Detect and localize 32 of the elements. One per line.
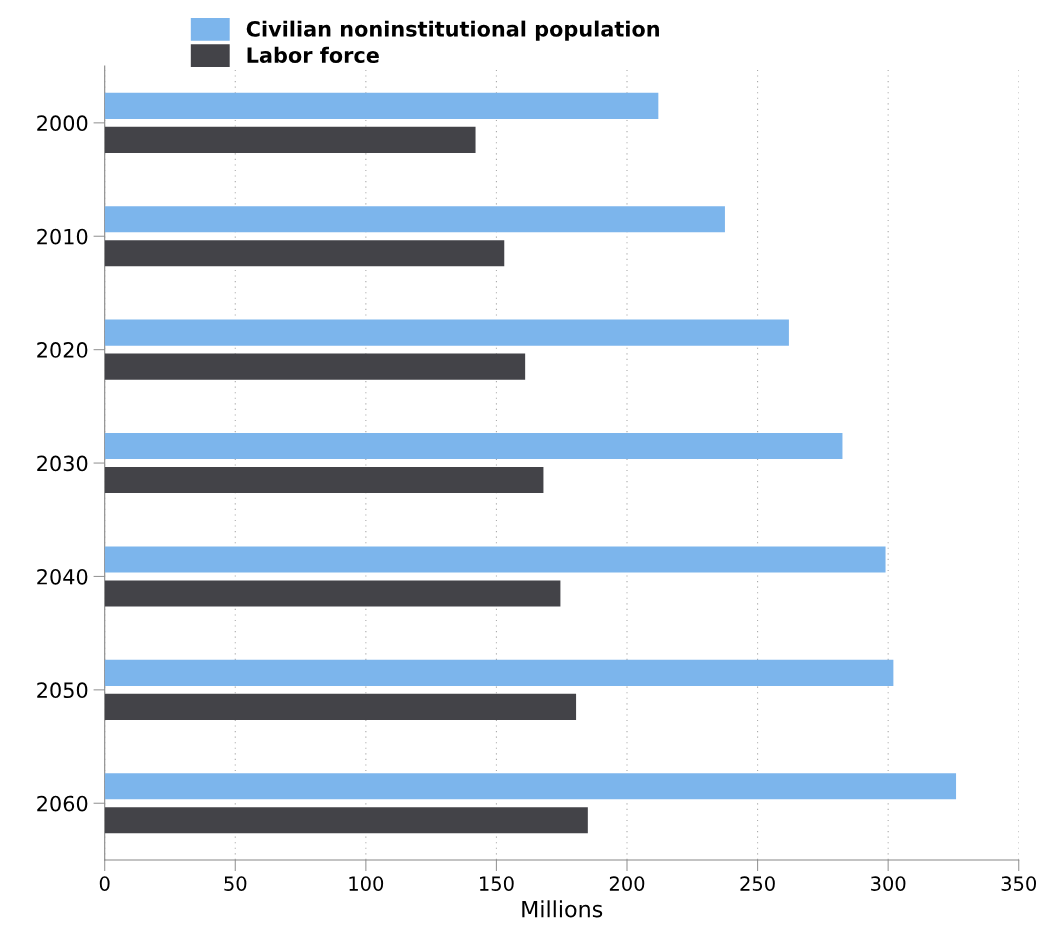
x-tick-label: 100 (349, 876, 384, 891)
y-tick-label: 2000 (37, 115, 88, 132)
bar (104, 773, 957, 800)
bar (104, 206, 725, 233)
y-tick-label: 2050 (37, 682, 88, 699)
y-tick-label: 2010 (37, 228, 88, 245)
x-axis-title: Millions (522, 900, 603, 918)
y-tick-label: 2020 (37, 342, 88, 358)
x-tick-label: 300 (871, 876, 906, 891)
bar (104, 240, 505, 267)
y-tick-label: 2030 (37, 455, 88, 472)
bar (104, 546, 886, 573)
bar (104, 353, 526, 380)
x-tick-label: 250 (740, 876, 775, 891)
x-tick-label: 350 (1001, 876, 1036, 891)
bar (104, 433, 843, 460)
bar (104, 467, 544, 494)
bar (104, 319, 789, 346)
legend-label: Civilian noninstitutional population (246, 20, 659, 41)
bar (104, 126, 476, 153)
x-tick-label: 50 (224, 876, 247, 891)
bar (104, 580, 561, 607)
x-tick-label: 200 (609, 876, 645, 891)
bar (104, 693, 577, 720)
legend-label: Labor force (247, 46, 379, 63)
bar (104, 92, 659, 119)
bar (104, 807, 588, 834)
y-tick-label: 2060 (37, 795, 88, 812)
bar (104, 659, 894, 686)
x-tick-label: 150 (480, 876, 514, 891)
y-tick-label: 2040 (37, 568, 88, 585)
x-tick-label: 0 (99, 876, 110, 891)
